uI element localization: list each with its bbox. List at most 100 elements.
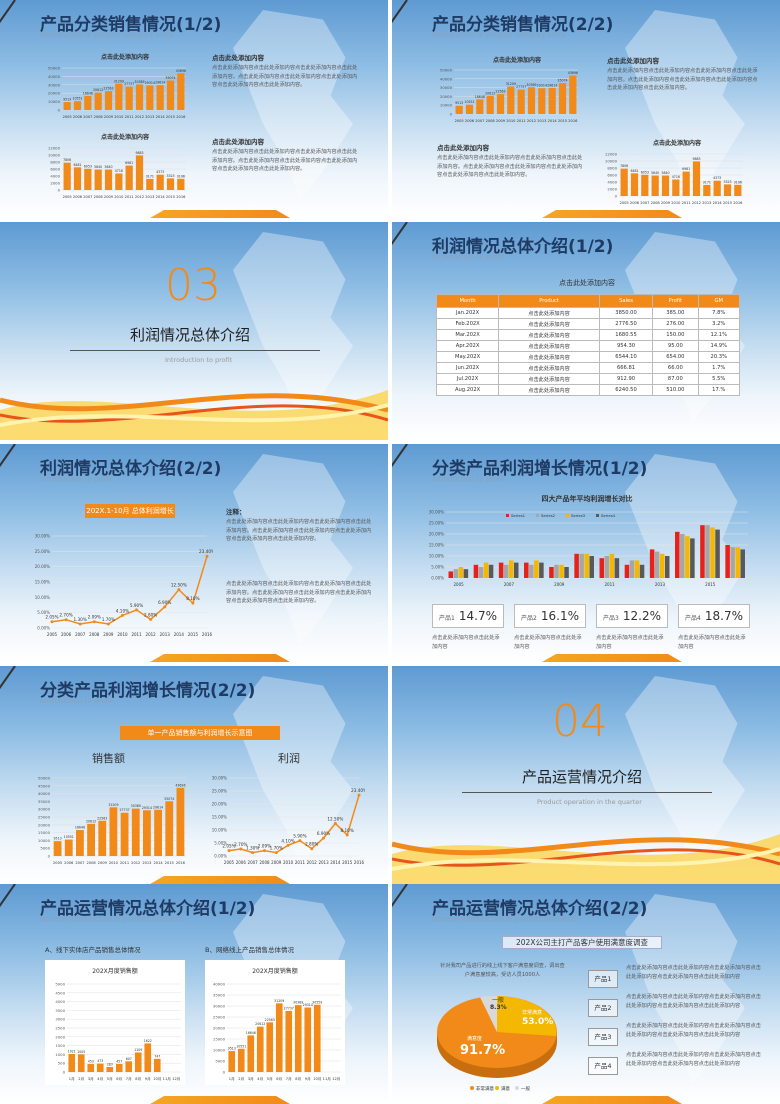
y-tick-label: 25.00%	[429, 521, 444, 526]
y-tick-label: 50000	[48, 66, 61, 71]
bar	[143, 810, 151, 856]
y-tick-label: 4500	[55, 990, 65, 995]
data-label: 9883	[692, 157, 700, 161]
sales-bar-chart: 0 10000 20000 30000 40000 50000 9513 2005 10551 2…	[48, 66, 186, 120]
data-label: 6981	[125, 161, 133, 165]
data-label: 6481	[630, 169, 638, 173]
slide-4[interactable]: 利润情况总体介绍(1/2) Introduction to profit 点击此…	[392, 222, 780, 440]
monthly-bar-chart: 0 5000 10000 15000 20000 25000 30000 35000 40000…	[213, 982, 341, 1081]
data-label: 27737	[120, 808, 130, 812]
bar	[476, 99, 484, 114]
x-tick-label: 2011	[131, 632, 142, 637]
slide-1[interactable]: 产品分类销售情况(1/2) Introduction of product ca…	[0, 0, 388, 218]
bar	[125, 165, 133, 190]
slide-10[interactable]: 产品运营情况总体介绍(2/2) General introduction of …	[392, 884, 780, 1104]
table-cell: 17.%	[697, 384, 741, 396]
x-tick-label: 2005	[455, 119, 464, 123]
table-cell: Jul.202X	[435, 373, 500, 385]
table-cell: 6544.10	[598, 351, 654, 363]
data-label: 35074	[557, 79, 567, 83]
bar	[120, 812, 129, 856]
bar	[135, 155, 144, 190]
pen-decoration	[392, 222, 408, 256]
y-tick-label: 10000	[605, 159, 618, 164]
bar	[549, 567, 554, 578]
x-tick-label: 2011	[604, 582, 615, 587]
data-point	[120, 613, 124, 617]
bar	[285, 1010, 293, 1072]
x-tick-label: 2009	[554, 582, 565, 587]
x-tick-label: 9月	[145, 1076, 151, 1081]
bar	[125, 1061, 133, 1072]
bar	[84, 96, 92, 110]
slide-subtitle: Introduction of product category sales	[40, 31, 174, 39]
bottom-bar	[542, 654, 682, 662]
data-label: 1622	[144, 1039, 152, 1043]
table-header: Month	[435, 294, 500, 308]
y-tick-label: 4000	[607, 180, 617, 185]
slide-9[interactable]: 产品运营情况总体介绍(1/2) General introduction of …	[0, 884, 388, 1104]
y-tick-label: 2500	[55, 1026, 65, 1031]
survey-banner: 202X公司主打产品客户使用满意度调查	[502, 936, 662, 949]
table-cell: 95.00	[652, 340, 699, 352]
x-tick-label: 2015	[165, 861, 174, 865]
bottom-bar	[150, 654, 290, 662]
data-label: 43696	[176, 69, 186, 73]
slide-8[interactable]: 04 产品运营情况介绍 Product operation in the qua…	[392, 666, 780, 884]
x-tick-label: 2013	[702, 201, 711, 205]
slide-subtitle: Introduction to profit	[432, 253, 505, 261]
x-tick-label: 2007	[504, 582, 515, 587]
wave-decoration	[0, 390, 388, 440]
data-point	[227, 849, 231, 853]
bar	[730, 547, 735, 578]
y-tick-label: 0.00%	[37, 626, 50, 631]
x-tick-label: 2007	[475, 119, 484, 123]
kpi-label: 产品4	[685, 615, 701, 622]
table-cell: 6240.50	[598, 384, 654, 396]
pie-label: 一般	[492, 996, 504, 1004]
x-tick-label: 2015	[705, 582, 716, 587]
text-body: 点击此处添加内容点击此处添加内容点击此处添加内容点击此处添加内容。点击此处添加内…	[212, 65, 358, 88]
data-label: 29314	[303, 1003, 313, 1007]
x-tick-label: 2015	[558, 119, 567, 123]
x-tick-label: 2006	[236, 860, 247, 865]
bar	[94, 92, 102, 110]
chart-title: 点击此处添加内容	[100, 134, 149, 141]
slide-subtitle: Introduction to profit	[40, 475, 113, 483]
x-tick-label: 1月	[69, 1076, 75, 1081]
data-label: 16646	[83, 92, 93, 96]
bar	[463, 569, 469, 578]
table-row: Apr.202X 点击此处添加内容 954.30 95.00 14.9%	[435, 340, 741, 352]
legend-label: Series4	[601, 513, 616, 518]
x-tick-label: 2011	[125, 195, 134, 199]
bar	[609, 553, 615, 578]
x-tick-label: 2009	[98, 861, 108, 865]
data-label: 30389	[134, 80, 144, 84]
bar	[496, 94, 505, 114]
y-tick-label: 10.00%	[212, 828, 227, 833]
x-tick-label: 2014	[548, 119, 558, 123]
table-cell: Jan.202X	[435, 307, 500, 319]
text-heading: 点击此处添加内容	[607, 57, 659, 65]
slide-3[interactable]: 03 利润情况总体介绍 Introduction to profit	[0, 222, 388, 440]
right-chart-label: 利润	[278, 752, 300, 765]
x-tick-label: 2005	[620, 201, 629, 205]
slide-7[interactable]: 分类产品利润增长情况(2/2) Introduction to profit 单…	[0, 666, 388, 884]
x-tick-label: 12月	[172, 1076, 180, 1081]
slide-6[interactable]: 分类产品利润增长情况(1/2) Introduction to profit 四…	[392, 444, 780, 662]
pen-decoration	[0, 444, 16, 478]
bar	[458, 567, 464, 578]
x-tick-label: 2010	[117, 632, 128, 637]
slide-title: 分类产品利润增长情况(2/2)	[40, 681, 256, 701]
slide-2[interactable]: 产品分类销售情况(2/2) Introduction of product ca…	[392, 0, 780, 218]
y-tick-label: 10000	[48, 153, 61, 158]
bar	[661, 175, 670, 196]
y-tick-label: 2000	[55, 1034, 65, 1039]
data-label: 23.40%	[351, 788, 365, 793]
bar	[256, 1026, 264, 1072]
x-tick-label: 1月	[229, 1076, 235, 1081]
legend-label: Series3	[571, 513, 586, 518]
slide-5[interactable]: 利润情况总体介绍(2/2) Introduction to profit 202…	[0, 444, 388, 662]
y-tick-label: 3000	[55, 1017, 65, 1022]
bar	[498, 562, 504, 578]
